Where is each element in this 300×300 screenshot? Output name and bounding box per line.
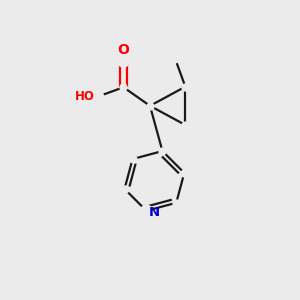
Text: N: N	[149, 206, 160, 219]
Text: O: O	[118, 43, 129, 57]
Text: HO: HO	[75, 90, 95, 103]
